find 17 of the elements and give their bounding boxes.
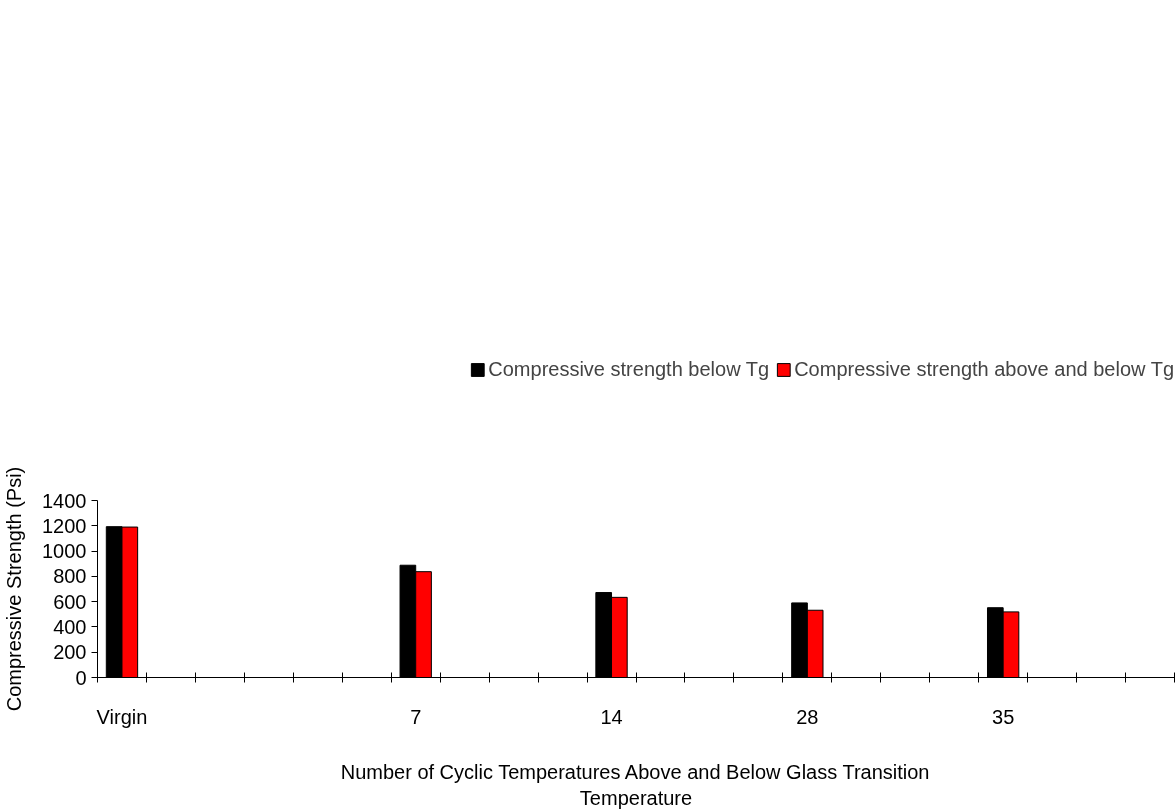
y-tick-label: 600 [53, 590, 87, 613]
legend-label: Compressive strength above and below Tg [794, 357, 1174, 381]
x-tick-label: 7 [410, 705, 422, 728]
y-tick-label: 400 [53, 615, 87, 638]
x-tick-label: 28 [796, 705, 819, 728]
y-tick-label: 800 [53, 565, 87, 588]
x-axis-title: Number of Cyclic Temperatures Above and Below Glass Transition Temperature [340, 760, 930, 809]
y-tick-label: 200 [53, 641, 87, 664]
y-axis-title: Compressive Strength (Psi) [3, 466, 26, 712]
x-tick-label: Virgin [96, 705, 148, 728]
x-tick-label: 35 [992, 705, 1015, 728]
y-tick-label: 1000 [42, 540, 87, 563]
y-tick-label: 1400 [42, 489, 87, 512]
legend-label: Compressive strength below Tg [488, 357, 770, 381]
y-tick-label: 1200 [42, 514, 87, 537]
x-tick-label: 14 [600, 705, 623, 728]
y-tick-label: 0 [75, 666, 87, 689]
